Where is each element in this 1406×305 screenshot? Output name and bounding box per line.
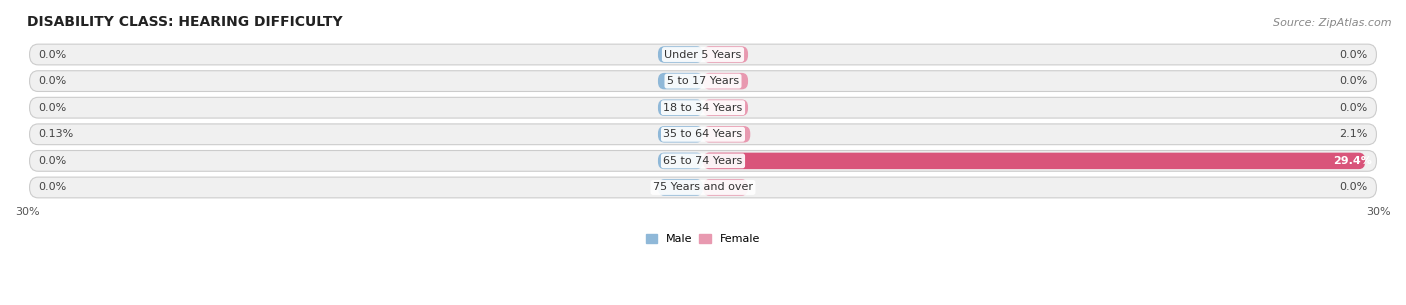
Text: 0.0%: 0.0% (38, 49, 67, 59)
Text: 35 to 64 Years: 35 to 64 Years (664, 129, 742, 139)
FancyBboxPatch shape (30, 97, 1376, 118)
FancyBboxPatch shape (703, 152, 1365, 169)
FancyBboxPatch shape (658, 99, 703, 116)
FancyBboxPatch shape (30, 71, 1376, 92)
Legend: Male, Female: Male, Female (641, 229, 765, 249)
Text: 65 to 74 Years: 65 to 74 Years (664, 156, 742, 166)
FancyBboxPatch shape (30, 44, 1376, 65)
Text: DISABILITY CLASS: HEARING DIFFICULTY: DISABILITY CLASS: HEARING DIFFICULTY (27, 15, 343, 29)
Text: 0.0%: 0.0% (1339, 76, 1368, 86)
FancyBboxPatch shape (30, 177, 1376, 198)
Text: 0.0%: 0.0% (1339, 49, 1368, 59)
Text: Source: ZipAtlas.com: Source: ZipAtlas.com (1274, 18, 1392, 28)
FancyBboxPatch shape (658, 73, 703, 89)
Text: 0.0%: 0.0% (38, 156, 67, 166)
Text: 0.0%: 0.0% (38, 76, 67, 86)
Text: 2.1%: 2.1% (1339, 129, 1368, 139)
FancyBboxPatch shape (658, 152, 703, 169)
Text: 0.0%: 0.0% (38, 182, 67, 192)
Text: 0.0%: 0.0% (1339, 182, 1368, 192)
Text: 18 to 34 Years: 18 to 34 Years (664, 103, 742, 113)
Text: 5 to 17 Years: 5 to 17 Years (666, 76, 740, 86)
Text: 75 Years and over: 75 Years and over (652, 182, 754, 192)
FancyBboxPatch shape (703, 73, 748, 89)
Text: 0.0%: 0.0% (1339, 103, 1368, 113)
Text: 0.13%: 0.13% (38, 129, 75, 139)
FancyBboxPatch shape (658, 126, 703, 142)
FancyBboxPatch shape (703, 99, 748, 116)
FancyBboxPatch shape (30, 124, 1376, 145)
FancyBboxPatch shape (30, 150, 1376, 171)
Text: 29.4%: 29.4% (1333, 156, 1372, 166)
Text: Under 5 Years: Under 5 Years (665, 49, 741, 59)
FancyBboxPatch shape (703, 46, 748, 63)
Text: 0.0%: 0.0% (38, 103, 67, 113)
FancyBboxPatch shape (658, 179, 703, 196)
FancyBboxPatch shape (703, 179, 748, 196)
FancyBboxPatch shape (703, 126, 751, 142)
FancyBboxPatch shape (658, 46, 703, 63)
